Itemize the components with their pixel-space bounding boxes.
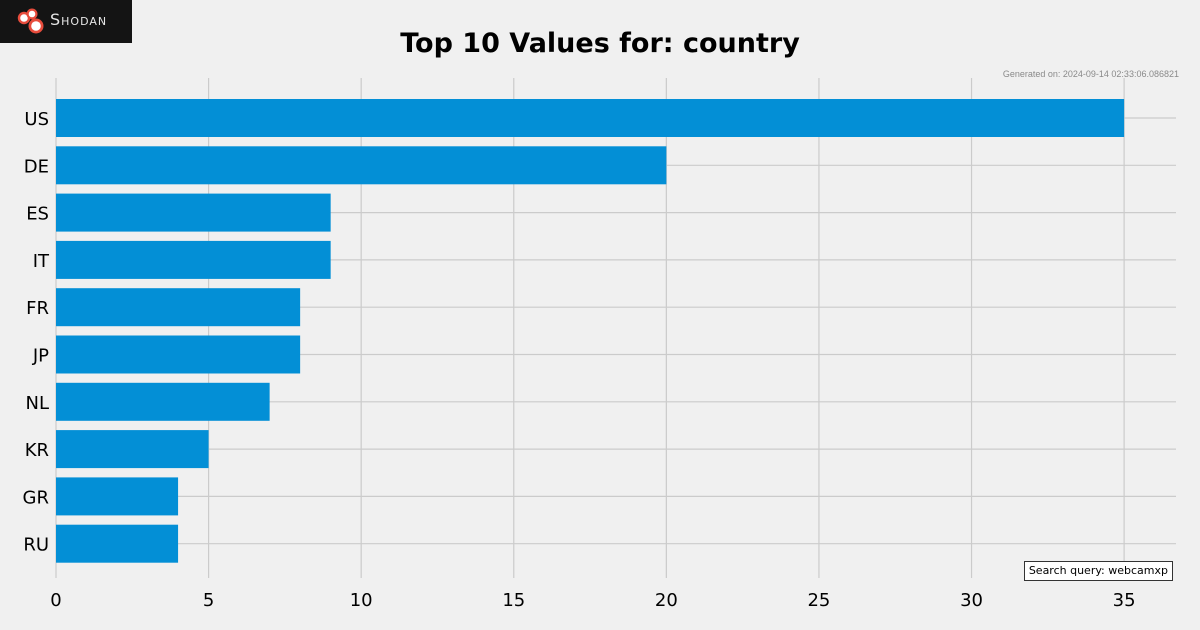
x-tick-label: 0: [50, 590, 61, 611]
bar-fr: [56, 288, 301, 327]
chart-title: Top 10 Values for: country: [400, 28, 800, 59]
bar-jp: [56, 335, 301, 374]
shodan-logo-text: Shodan: [50, 10, 108, 29]
bar-es: [56, 193, 331, 232]
x-tick-label: 15: [502, 590, 525, 611]
x-tick-label: 25: [807, 590, 830, 611]
y-tick-label: RU: [23, 535, 49, 556]
x-tick-label: 10: [350, 590, 373, 611]
y-tick-label: IT: [33, 251, 50, 272]
search-query-box: Search query: webcamxp: [1023, 561, 1173, 581]
y-tick-label: NL: [26, 393, 50, 414]
y-tick-label: DE: [24, 156, 49, 177]
x-tick-label: 20: [655, 590, 678, 611]
y-tick-label: KR: [25, 440, 49, 461]
y-tick-label: US: [24, 109, 49, 130]
bar-kr: [56, 430, 209, 469]
y-tick-label: GR: [23, 487, 49, 508]
y-tick-label: ES: [26, 204, 49, 225]
y-tick-label: JP: [32, 346, 49, 367]
x-tick-label: 30: [960, 590, 983, 611]
y-tick-label: FR: [26, 298, 49, 319]
x-tick-label: 5: [203, 590, 214, 611]
x-tick-label: 35: [1113, 590, 1136, 611]
bar-ru: [56, 524, 179, 563]
bar-de: [56, 146, 667, 185]
bar-layer: [56, 99, 1125, 563]
shodan-logo: Shodan: [0, 0, 132, 43]
generated-timestamp: Generated on: 2024-09-14 02:33:06.086821: [1002, 69, 1179, 79]
label-layer: 0 5 10 15 20 25 30 35 US DE ES IT FR JP NL KR GR RU: [23, 109, 1136, 611]
bar-gr: [56, 477, 179, 516]
bar-us: [56, 99, 1125, 137]
bar-nl: [56, 382, 270, 421]
shodan-logo-icon: [17, 8, 44, 34]
bar-it: [56, 240, 331, 279]
